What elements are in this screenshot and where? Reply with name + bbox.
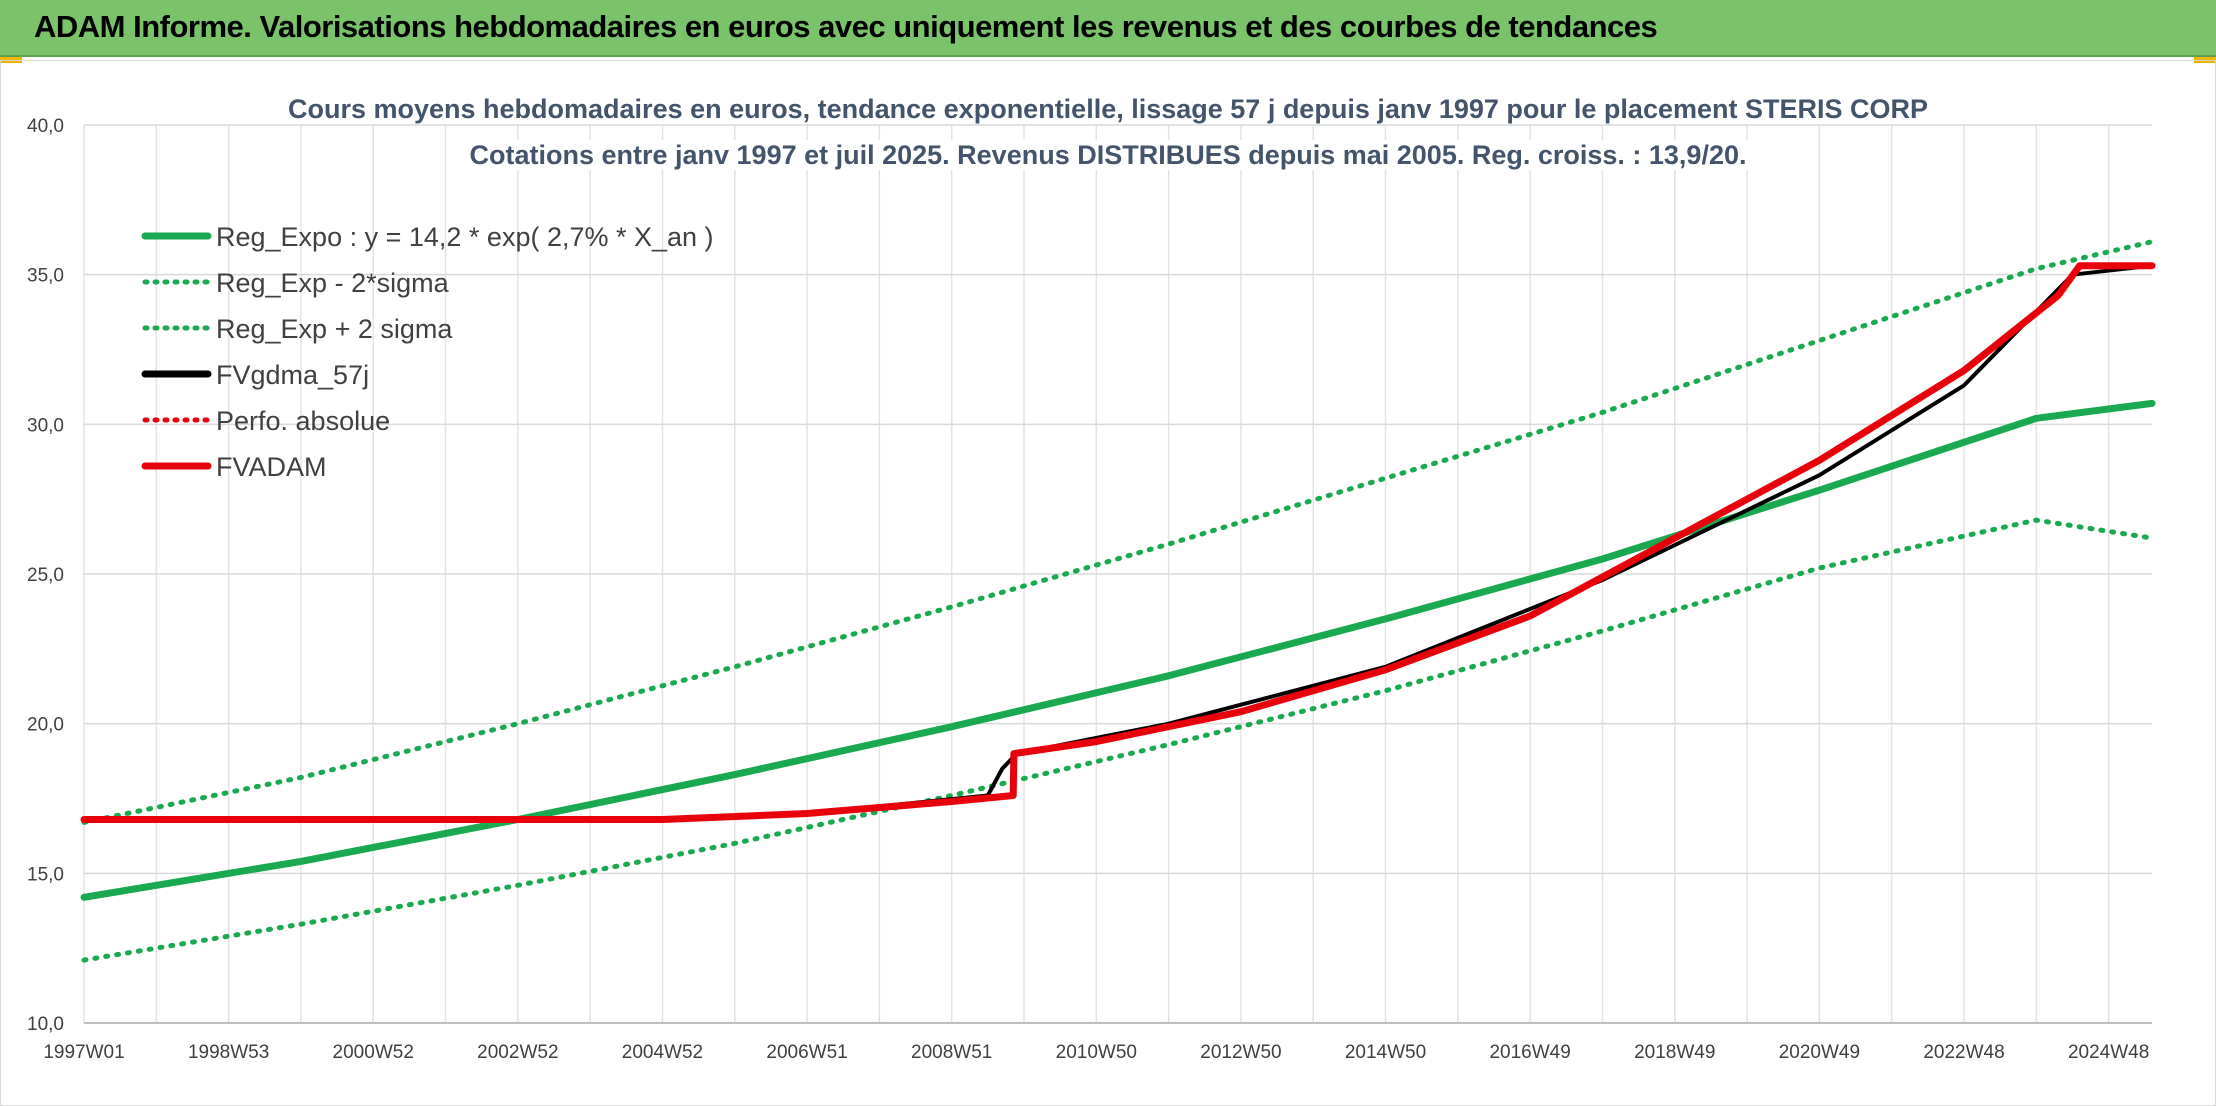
x-tick-label: 2004W52 (622, 1042, 703, 1063)
y-tick-label: 25,0 (27, 565, 64, 586)
chart-title-line2: Cotations entre janv 1997 et juil 2025. … (0, 140, 2216, 171)
series-line (81, 517, 2155, 963)
series-line (81, 239, 2155, 825)
y-tick-label: 35,0 (27, 266, 64, 287)
y-tick-label: 30,0 (27, 415, 64, 436)
x-tick-label: 2014W50 (1345, 1042, 1426, 1063)
x-tick-label: 2008W51 (911, 1042, 992, 1063)
x-tick-label: 2022W48 (1923, 1042, 2004, 1063)
legend-label: Reg_Exp + 2 sigma (216, 314, 453, 344)
x-tick-label: 2018W49 (1634, 1042, 1715, 1063)
legend-label: Perfo. absolue (216, 406, 390, 436)
x-tick-label: 2020W49 (1779, 1042, 1860, 1063)
x-tick-label: 2012W50 (1200, 1042, 1281, 1063)
y-tick-label: 40,0 (27, 116, 64, 137)
chart-title-line1: Cours moyens hebdomadaires en euros, ten… (0, 94, 2216, 125)
y-tick-label: 15,0 (27, 864, 64, 885)
y-tick-label: 20,0 (27, 715, 64, 736)
x-tick-label: 2000W52 (333, 1042, 414, 1063)
legend-label: FVADAM (216, 452, 327, 482)
x-tick-label: 1998W53 (188, 1042, 269, 1063)
report-title: ADAM Informe. Valorisations hebdomadaire… (34, 9, 1658, 44)
x-tick-label: 2010W50 (1056, 1042, 1137, 1063)
legend-label: Reg_Exp - 2*sigma (216, 268, 450, 298)
x-tick-label: 1997W01 (43, 1042, 124, 1063)
series-line (80, 399, 2156, 901)
legend-label: FVgdma_57j (216, 360, 369, 390)
legend-label: Reg_Expo : y = 14,2 * exp( 2,7% * X_an ) (216, 222, 714, 252)
series-line (80, 262, 2156, 823)
x-tick-label: 2016W49 (1489, 1042, 1570, 1063)
x-tick-label: 2006W51 (766, 1042, 847, 1063)
x-tick-label: 2002W52 (477, 1042, 558, 1063)
report-banner: ADAM Informe. Valorisations hebdomadaire… (0, 0, 2216, 57)
x-tick-label: 2024W48 (2068, 1042, 2149, 1063)
y-tick-label: 10,0 (27, 1014, 64, 1035)
